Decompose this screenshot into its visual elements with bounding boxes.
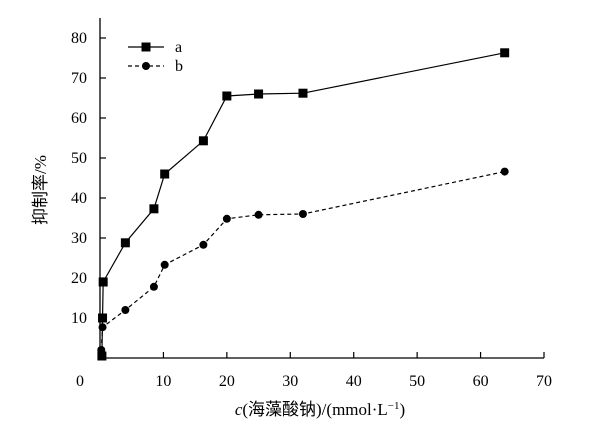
series-b-point bbox=[160, 260, 169, 269]
legend-marker bbox=[142, 62, 150, 70]
y-axis-label: 抑制率/% bbox=[31, 155, 50, 225]
y-tick-label: 50 bbox=[71, 150, 87, 167]
legend: ab bbox=[128, 39, 183, 75]
y-tick-label: 70 bbox=[71, 70, 87, 87]
legend-item-a: a bbox=[128, 39, 182, 56]
x-tick-label: 20 bbox=[219, 373, 235, 390]
series-a-point bbox=[120, 238, 130, 248]
legend-marker bbox=[141, 42, 151, 52]
series-a-point bbox=[97, 351, 107, 361]
y-tick-label: 20 bbox=[71, 270, 87, 287]
y-tick-label: 10 bbox=[71, 310, 87, 327]
series-b bbox=[97, 167, 509, 354]
series-b-point bbox=[149, 282, 158, 291]
series-layer bbox=[97, 48, 510, 361]
y-tick-label: 80 bbox=[71, 30, 87, 47]
series-b-line bbox=[100, 171, 505, 351]
x-axis-label: c(海藻酸钠)/(mmol·L−1) bbox=[235, 400, 405, 419]
series-b-point bbox=[121, 306, 130, 314]
y-ticks: 10 20 30 40 50 60 70 80 bbox=[71, 30, 106, 327]
series-a bbox=[97, 48, 510, 361]
series-a-point bbox=[298, 88, 308, 98]
y-tick-label: 30 bbox=[71, 230, 87, 247]
y-tick-label: 60 bbox=[71, 110, 87, 127]
x-ticks: 0 10 20 30 40 50 60 70 bbox=[76, 352, 552, 390]
series-b-point bbox=[98, 323, 107, 332]
series-a-point bbox=[222, 91, 232, 101]
series-a-point bbox=[149, 204, 159, 214]
series-a-point bbox=[98, 277, 108, 287]
series-b-point bbox=[298, 210, 307, 218]
x-tick-label: 50 bbox=[409, 373, 425, 390]
series-b-point bbox=[222, 214, 231, 223]
series-b-point bbox=[500, 167, 509, 176]
axes-frame bbox=[99, 18, 544, 359]
y-tick-label: 40 bbox=[71, 190, 87, 207]
legend-label: a bbox=[175, 39, 182, 56]
x-tick-label: 60 bbox=[473, 373, 489, 390]
series-a-line bbox=[101, 52, 505, 357]
x-tick-label: 40 bbox=[346, 373, 362, 390]
series-a-point bbox=[254, 89, 264, 99]
legend-item-b: b bbox=[128, 58, 183, 75]
series-a-point bbox=[160, 169, 170, 179]
series-a-point bbox=[98, 313, 108, 323]
series-b-point bbox=[199, 240, 208, 249]
x-tick-label: 10 bbox=[155, 373, 171, 390]
x-tick-label: 30 bbox=[282, 373, 298, 390]
legend-label: b bbox=[175, 58, 183, 75]
series-b-point bbox=[97, 346, 106, 354]
series-a-point bbox=[198, 136, 208, 146]
x-tick-label: 0 bbox=[76, 373, 84, 390]
series-a-point bbox=[500, 48, 510, 58]
series-b-point bbox=[254, 210, 263, 219]
x-tick-label: 70 bbox=[536, 373, 552, 390]
